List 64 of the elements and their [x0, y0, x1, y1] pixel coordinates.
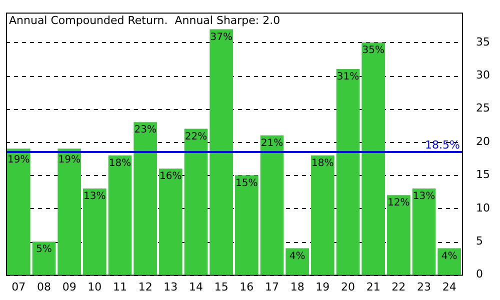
data-label: 4%: [289, 250, 306, 262]
bar: [438, 248, 461, 275]
y-tick-label: 0: [476, 268, 484, 281]
x-tick-label: 14: [189, 280, 203, 294]
y-tick-label: 25: [476, 102, 490, 115]
x-tick-label: 11: [113, 280, 127, 294]
data-label: 12%: [388, 198, 410, 209]
y-tick-label: 10: [476, 201, 490, 214]
chart-title: Annual Compounded Return. Annual Sharpe: 2.0: [9, 14, 280, 27]
bar: [184, 128, 208, 275]
x-tick-label: 18: [290, 280, 304, 294]
x-tick-label: 08: [37, 280, 51, 294]
data-label: 13%: [84, 191, 106, 202]
y-tick-label: 20: [476, 134, 490, 148]
data-label: 31%: [336, 72, 360, 83]
bar: [83, 188, 106, 275]
bar: [58, 148, 81, 275]
y-tick-label: 15: [476, 168, 490, 182]
data-label: 18%: [108, 158, 132, 169]
data-label: 37%: [210, 32, 232, 43]
data-label: 35%: [362, 45, 384, 56]
bar: [336, 69, 360, 275]
x-tick-label: 24: [442, 280, 456, 294]
bar: [7, 148, 30, 275]
bar: [210, 29, 233, 275]
bar: [387, 195, 410, 275]
x-tick-label: 07: [12, 280, 26, 294]
x-tick-label: 23: [417, 280, 432, 294]
bar: [362, 42, 385, 275]
x-tick-label: 21: [366, 280, 380, 294]
data-label: 23%: [134, 124, 156, 136]
data-label: 19%: [58, 154, 80, 166]
x-tick-label: 09: [62, 280, 76, 294]
bar: [286, 248, 309, 275]
bar: [260, 135, 284, 275]
data-label: 5%: [36, 244, 52, 256]
data-label: 19%: [8, 154, 30, 166]
data-label: 16%: [160, 171, 182, 182]
x-tick-label: 20: [341, 280, 355, 294]
y-tick-label: 30: [476, 68, 490, 82]
x-tick-label: 15: [214, 280, 228, 294]
x-tick-label: 17: [265, 280, 279, 294]
y-tick-label: 35: [476, 35, 490, 48]
bar: [412, 188, 436, 275]
data-label: 15%: [236, 178, 258, 189]
bar: [134, 122, 157, 275]
data-label: 4%: [441, 250, 458, 262]
x-tick-label: 19: [316, 280, 330, 294]
bar: [311, 155, 334, 275]
y-tick-label: 5: [476, 234, 484, 248]
x-tick-label: 16: [240, 280, 254, 294]
bar: [159, 168, 182, 275]
data-label: 18%: [312, 158, 334, 169]
bar: [235, 175, 258, 275]
data-label: 22%: [184, 131, 208, 142]
x-tick-label: 10: [88, 280, 102, 294]
data-label: 13%: [412, 191, 436, 202]
data-label: 21%: [260, 138, 284, 149]
x-tick-label: 22: [392, 280, 406, 294]
bar: [32, 242, 56, 275]
x-tick-label: 12: [138, 280, 152, 294]
ref-line-label: 18.5%: [425, 138, 460, 152]
x-tick-label: 13: [164, 280, 178, 294]
bar: [108, 155, 132, 275]
